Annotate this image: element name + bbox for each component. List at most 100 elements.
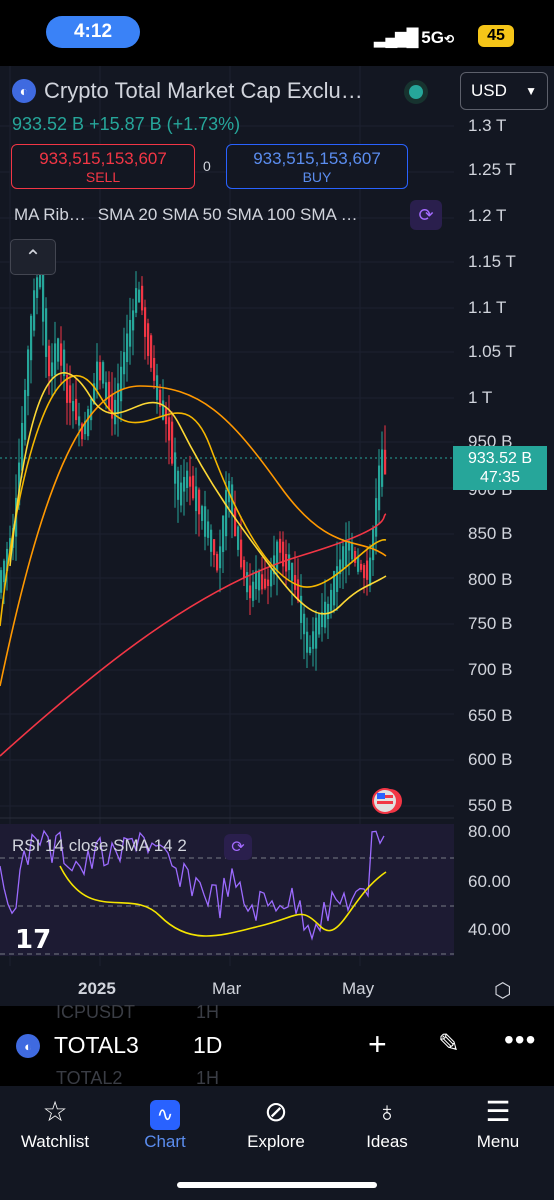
symbol-selector[interactable]: TOTAL3 (54, 1032, 139, 1058)
network-label: 5G (421, 28, 444, 47)
sell-button[interactable]: 933,515,153,607 SELL (11, 144, 195, 189)
indicator-legend[interactable]: MA Rib… SMA 20 SMA 50 SMA 100 SMA … (14, 205, 358, 225)
star-icon: ☆ (42, 1096, 68, 1127)
candle-body (300, 595, 303, 623)
candle-body (36, 277, 39, 298)
symbol-logo-icon[interactable]: ◐ (16, 1034, 40, 1058)
price-axis-label: 1.05 T (468, 342, 516, 361)
candle-body (150, 335, 153, 368)
tab-chart[interactable]: ∿ Chart (110, 1092, 220, 1152)
home-indicator (177, 1182, 377, 1188)
candle-body (102, 362, 105, 384)
price-axis-label: 850 B (468, 524, 513, 543)
candle-body (195, 486, 198, 512)
candle-body (249, 585, 252, 599)
rsi-axis-label: 60.00 (468, 872, 511, 891)
candle-body (267, 579, 270, 587)
candle-body (222, 515, 225, 553)
add-icon[interactable]: + (368, 1026, 387, 1062)
price-change: 933.52 B +15.87 B (+1.73%) (12, 114, 241, 134)
candle-body (24, 389, 27, 440)
network-indicator: ▂▄▆█ 5G⟲ (374, 28, 454, 48)
price-axis-label: 750 B (468, 614, 513, 633)
rsi-axis-label: 40.00 (468, 920, 511, 939)
candle-body (213, 539, 216, 556)
price-axis-label: 1.3 T (468, 116, 507, 135)
more-icon[interactable]: ••• (504, 1024, 537, 1055)
candle-body (207, 521, 210, 538)
interval-selector[interactable]: 1D (193, 1032, 223, 1058)
tab-ideas[interactable]: ♁ Ideas (332, 1092, 442, 1152)
candle-body (69, 385, 72, 403)
rsi-legend[interactable]: RSI 14 close SMA 14 2 (12, 836, 187, 855)
tab-watchlist[interactable]: ☆ Watchlist (0, 1092, 110, 1152)
candle-body (42, 271, 45, 322)
candle-body (246, 572, 249, 593)
currency-selector[interactable]: USD ▼ (460, 72, 548, 110)
chevron-up-icon[interactable]: ⌃ (10, 239, 56, 275)
candle-body (348, 540, 351, 551)
candle-body (87, 409, 90, 437)
candle-body (258, 571, 261, 591)
candle-body (153, 357, 156, 381)
candle-body (189, 476, 192, 487)
candle-body (66, 374, 69, 403)
candle-body (276, 541, 279, 572)
candle-body (174, 452, 177, 484)
battery-icon: 45 (478, 25, 514, 47)
candle-body (378, 465, 381, 511)
rsi-refresh-icon[interactable]: ⟳ (224, 834, 252, 860)
sma-indicators[interactable]: SMA 20 SMA 50 SMA 100 SMA … (97, 205, 358, 224)
candle-body (117, 383, 120, 414)
time-axis-label: Mar (212, 979, 242, 998)
candle-body (243, 560, 246, 578)
compass-icon: ⊘ (264, 1096, 288, 1127)
price-axis-label: 1.1 T (468, 298, 507, 317)
candle-body (177, 470, 180, 500)
drawing-pen-icon[interactable]: ✎ (438, 1028, 460, 1058)
candle-body (360, 563, 363, 570)
chart-settings-icon[interactable]: ⬡ (494, 980, 512, 1002)
chart-toolbar (0, 1006, 554, 1086)
ghost-symbol: TOTAL2 (56, 1068, 123, 1088)
candle-body (216, 553, 219, 571)
buy-label: BUY (302, 169, 332, 185)
candle-body (210, 529, 213, 552)
market-status-icon[interactable] (400, 80, 432, 104)
chevron-down-icon: ▼ (525, 84, 537, 98)
candle-body (129, 319, 132, 347)
data-icon: ⟲ (443, 32, 454, 46)
symbol-title[interactable]: Crypto Total Market Cap Exclu… (44, 78, 363, 103)
ribbon-indicator[interactable]: MA Rib… (14, 205, 86, 224)
candle-body (93, 383, 96, 405)
hamburger-icon: ☰ (485, 1096, 511, 1127)
candle-body (99, 362, 102, 381)
rsi-axis-label: 80.00 (468, 822, 511, 841)
time-axis-label: May (342, 979, 375, 998)
tab-label: Ideas (366, 1132, 408, 1151)
candle-body (333, 570, 336, 606)
candle-body (165, 407, 168, 425)
candle-body (3, 560, 6, 583)
candle-body (162, 400, 165, 420)
candle-body (342, 546, 345, 569)
price-axis-label: 650 B (468, 706, 513, 725)
candle-body (81, 423, 84, 440)
candle-body (282, 541, 285, 567)
tab-label: Chart (144, 1132, 186, 1151)
candle-body (294, 575, 297, 590)
us-flag-icon[interactable] (370, 787, 404, 815)
candle-body (225, 490, 228, 537)
candle-body (291, 562, 294, 581)
candle-body (288, 554, 291, 571)
symbol-header[interactable]: ◐ Crypto Total Market Cap Exclu… (12, 78, 363, 104)
buy-price: 933,515,153,607 (253, 149, 381, 168)
price-axis-label: 1.25 T (468, 160, 516, 179)
tab-menu[interactable]: ☰ Menu (443, 1092, 553, 1152)
refresh-icon[interactable]: ⟳ (410, 200, 442, 230)
signal-icon: ▂▄▆█ (374, 28, 418, 47)
candle-body (303, 613, 306, 635)
tab-explore[interactable]: ⊘ Explore (221, 1092, 331, 1152)
candle-body (381, 449, 384, 487)
buy-button[interactable]: 933,515,153,607 BUY (226, 144, 408, 189)
